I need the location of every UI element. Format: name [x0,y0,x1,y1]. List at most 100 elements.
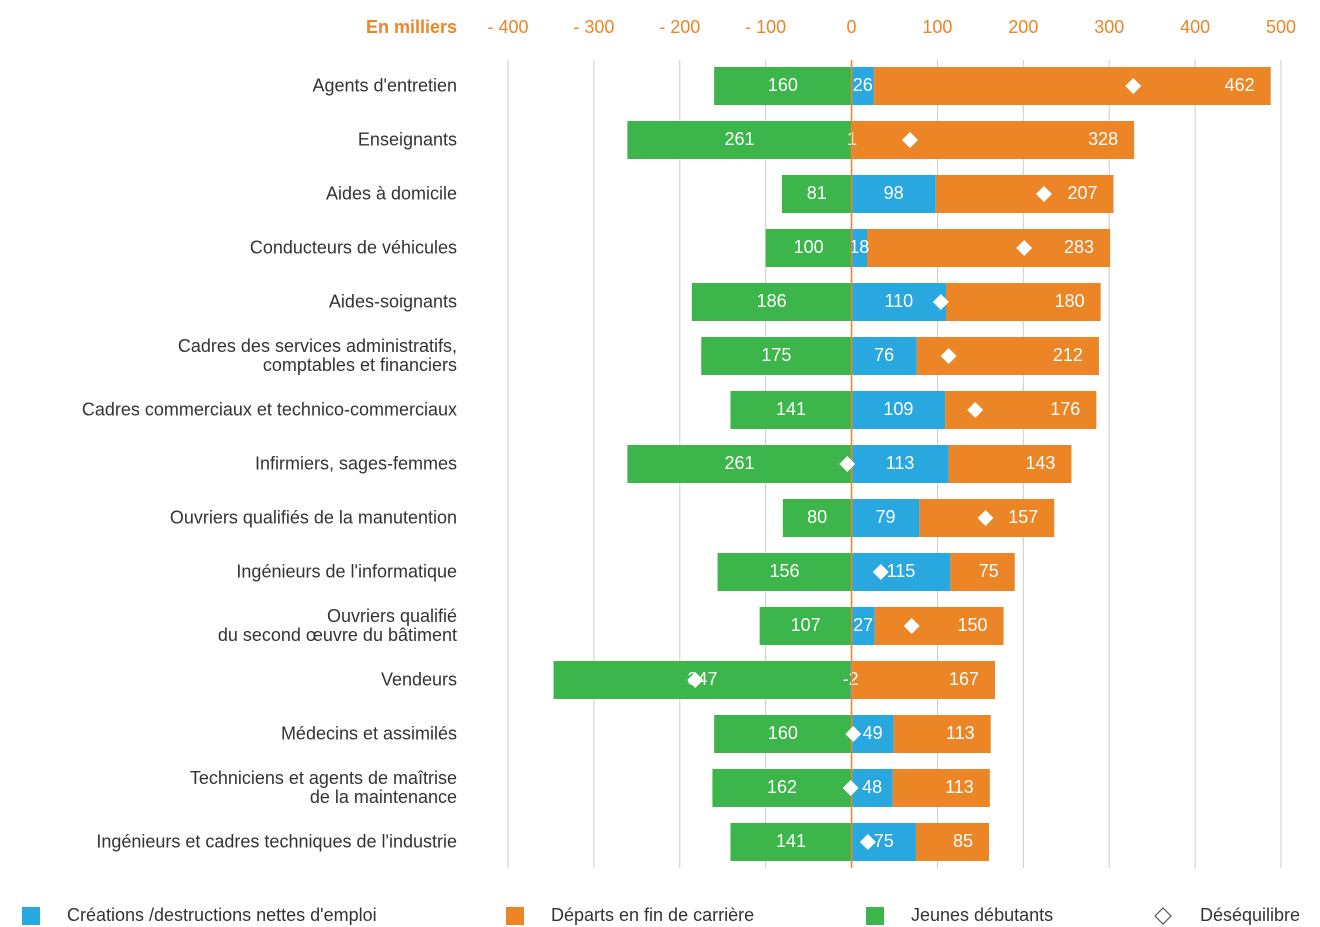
bar-value-label: 85 [953,831,973,851]
bar [851,553,951,591]
axis-label: En milliers [366,17,457,37]
x-tick-label: 300 [1094,17,1124,37]
category-label: Techniciens et agents de maîtrise de la … [189,768,457,807]
bar-value-label: 143 [1025,453,1055,473]
bar-value-label: 113 [946,723,975,743]
bar [627,121,852,159]
bar-value-label: 48 [862,777,882,797]
bar-value-label: 283 [1064,237,1094,257]
bar [714,715,852,753]
bar [730,391,852,429]
diamond-marker [1125,78,1142,94]
x-tick-label: - 200 [659,17,700,37]
x-tick-label: 500 [1266,17,1296,37]
diamond-marker [977,510,994,526]
bar [730,823,852,861]
bar [851,283,947,321]
bar-value-label: 160 [768,75,798,95]
diamond-marker [901,132,918,148]
bar-value-label: 113 [945,777,974,797]
x-tick-label: 200 [1008,17,1038,37]
diamond-marker [845,726,862,742]
bar-value-label: 109 [883,399,913,419]
bar [935,175,1114,213]
bar [892,769,990,807]
bar [893,715,991,753]
bar [851,337,917,375]
bar-value-label: 175 [761,345,791,365]
bar-value-label: 141 [776,831,806,851]
bar [946,283,1101,321]
bar [691,283,852,321]
bar-value-label: 81 [807,183,827,203]
bar [701,337,852,375]
diamond-marker [1016,240,1033,256]
bar [874,607,1004,645]
diamond-marker [903,618,920,634]
bar [759,607,852,645]
legend-label: Déséquilibre [1200,905,1300,925]
bar-value-label: 328 [1088,129,1118,149]
bar-value-label: 107 [791,615,821,635]
bar-value-label: 157 [1008,507,1038,527]
bar-value-label: 160 [768,723,798,743]
bar [851,607,875,645]
diamond-marker [872,564,889,580]
legend-label: Créations /destructions nettes d'emploi [67,905,377,925]
bar-value-label: 110 [884,291,913,311]
bar [851,391,946,429]
bar-value-label: 167 [949,669,979,689]
bar-value-label: 261 [724,453,754,473]
legend-marker [1154,907,1172,925]
bar [852,121,1135,159]
x-tick-label: - 100 [745,17,786,37]
bar-value-label: 212 [1053,345,1083,365]
bar-value-label: 186 [757,291,787,311]
category-label: Conducteurs de véhicules [249,237,457,258]
bar [873,67,1271,105]
category-label: Cadres des services administratifs, comp… [177,336,457,375]
bar-value-label: 141 [776,399,806,419]
bar [714,67,852,105]
bar [950,553,1015,591]
bar-value-label: 27 [853,615,873,635]
category-label: Vendeurs [380,669,457,690]
diamond-marker [1035,186,1052,202]
bar [851,499,920,537]
bar-value-label: 75 [979,561,999,581]
bar [851,661,995,699]
bar-value-label: 98 [884,183,904,203]
bar [851,229,868,267]
bar-value-label: 100 [794,237,824,257]
bar [781,175,852,213]
category-label: Ouvriers qualifié du second œuvre du bât… [217,606,457,645]
bar [867,229,1111,267]
bar [627,445,852,483]
x-tick-label: 0 [847,17,857,37]
bar [849,661,852,699]
bar-value-label: 207 [1067,183,1097,203]
category-label: Aides-soignants [328,291,457,312]
bar-value-label: 49 [863,723,883,743]
bar-value-label: 26 [853,75,873,95]
legend-label: Départs en fin de carrière [551,905,754,925]
category-label: Médecins et assimilés [280,723,457,744]
bar-value-label: 115 [887,561,916,581]
category-label: Enseignants [357,129,457,150]
diamond-marker [940,348,957,364]
bar-value-label: 18 [849,237,869,257]
category-label: Aides à domicile [325,183,457,204]
bar-value-label: 79 [875,507,895,527]
bar [782,499,852,537]
diamond-marker [967,402,984,418]
bar [765,229,852,267]
bar-value-label: 176 [1050,399,1080,419]
bar-value-label: 156 [770,561,800,581]
bar-value-label: 76 [874,345,894,365]
bar-value-label: 462 [1225,75,1255,95]
bar [851,175,936,213]
legend-marker [22,907,40,925]
diamond-marker [932,294,949,310]
legend-marker [866,907,884,925]
